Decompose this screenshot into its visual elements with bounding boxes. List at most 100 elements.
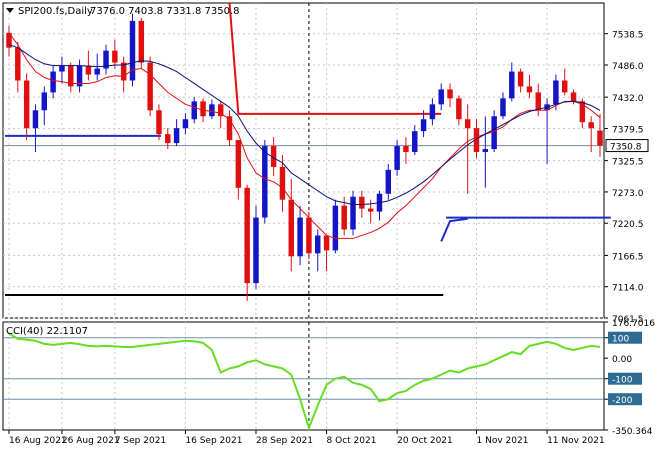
bearish-candle — [85, 65, 92, 75]
bearish-candle — [217, 104, 224, 117]
bearish-candle — [341, 205, 347, 230]
blue-trend-connector — [440, 217, 468, 242]
bearish-candle — [15, 47, 21, 81]
bullish-candle — [394, 146, 400, 170]
bearish-candle — [226, 116, 233, 141]
bearish-candle — [138, 20, 145, 63]
price-tick-label: 7273.0 — [612, 189, 644, 199]
cci-line — [8, 332, 601, 431]
bearish-candle — [23, 80, 30, 129]
bullish-candle — [182, 119, 189, 129]
grid-lines — [3, 3, 604, 430]
bearish-candle — [279, 166, 286, 200]
cci-tick-label: 0.00 — [612, 355, 632, 365]
overlay-lines — [3, 2, 611, 297]
bullish-candle — [191, 101, 197, 120]
bullish-candle — [332, 205, 339, 251]
bullish-candle — [297, 217, 303, 257]
time-tick-label: 8 Oct 2021 — [327, 436, 377, 446]
time-tick-label: 26 Aug 2021 — [62, 436, 120, 446]
cci-level-tag — [608, 393, 642, 406]
bullish-candle — [262, 146, 268, 218]
bullish-candle — [420, 119, 427, 132]
current-price-label: 7350.8 — [610, 143, 642, 153]
bearish-candle — [579, 101, 586, 123]
collapse-triangle-icon[interactable] — [6, 8, 14, 13]
time-tick-label: 1 Nov 2021 — [477, 436, 529, 446]
price-tick-label: 7114.0 — [612, 284, 644, 294]
bullish-candle — [350, 196, 356, 230]
bearish-candle — [147, 62, 153, 111]
bullish-candle — [76, 65, 83, 87]
indicator-label: CCI(40) 22.1107 — [6, 326, 88, 337]
bullish-candle — [491, 116, 497, 150]
chart-header: SPI200.fs,Daily 7376.0 7403.8 7331.8 735… — [6, 6, 240, 337]
bullish-candle — [94, 68, 100, 75]
axis-labels: 7538.5 7486.0 7432.0 7379.5 7325.5 7273.0 7220… — [8, 31, 655, 446]
bullish-candle — [59, 65, 65, 72]
slow-moving-average-line — [8, 44, 601, 205]
cci-level-tag — [608, 372, 642, 385]
fast-moving-average-line — [8, 32, 601, 239]
price-tick-label: 7166.5 — [612, 252, 644, 262]
bearish-candle — [561, 80, 568, 93]
time-tick-label: 7 Sep 2021 — [115, 436, 166, 446]
price-tick-label: 7486.0 — [612, 62, 644, 72]
ohlc-readout: 7376.0 7403.8 7331.8 7350.8 — [90, 6, 240, 17]
bearish-candle — [270, 146, 277, 167]
bearish-candle — [6, 32, 12, 48]
bullish-candle — [553, 80, 559, 105]
bearish-candle — [588, 122, 594, 129]
price-tick-label: 7538.5 — [612, 31, 644, 41]
bearish-candle — [535, 92, 541, 111]
bullish-candle — [41, 92, 48, 111]
bearish-candle — [165, 134, 171, 144]
price-tick-label: 7325.5 — [612, 158, 644, 168]
time-tick-label: 16 Sep 2021 — [185, 436, 242, 446]
bearish-candle — [403, 146, 409, 153]
bullish-candle — [50, 71, 56, 93]
bearish-candle — [570, 92, 577, 102]
price-tick-label: 7220.5 — [612, 220, 644, 230]
time-tick-label: 11 Nov 2021 — [547, 436, 605, 446]
price-tick-label: 7432.0 — [612, 94, 644, 104]
bearish-candle — [306, 217, 312, 254]
chart-title: SPI200.fs,Daily — [18, 6, 93, 17]
time-tick-label: 16 Aug 2021 — [9, 436, 67, 446]
cci-level-tag — [608, 331, 642, 344]
cci-tick-label: -350.364 — [612, 427, 653, 437]
cci-tick-label: 176.7016 — [612, 319, 655, 329]
bearish-candle — [288, 199, 295, 257]
cci-indicator — [3, 332, 604, 431]
cci-tick-label: -100 — [612, 376, 633, 386]
bearish-candle — [112, 50, 118, 63]
current-price-tag — [605, 139, 649, 153]
bullish-candle — [209, 104, 215, 117]
bullish-candle — [412, 131, 418, 153]
bullish-candle — [509, 71, 515, 99]
bullish-candle — [103, 50, 109, 69]
bearish-candle — [200, 101, 206, 117]
red-trend-connector — [228, 2, 442, 115]
cci-tick-label: -200 — [612, 396, 633, 406]
bullish-candle — [385, 169, 392, 194]
candlesticks — [6, 13, 603, 302]
bullish-candle — [429, 104, 436, 120]
bearish-candle — [464, 119, 471, 129]
price-tick-label: 7379.5 — [612, 125, 644, 135]
bullish-candle — [438, 89, 444, 105]
cci-panel-frame — [2, 321, 605, 431]
bullish-candle — [482, 149, 489, 153]
bullish-candle — [173, 128, 180, 144]
bullish-candle — [314, 235, 321, 254]
bearish-candle — [367, 208, 374, 212]
bearish-candle — [526, 86, 533, 93]
time-tick-label: 28 Sep 2021 — [256, 436, 313, 446]
bearish-candle — [120, 62, 127, 81]
time-tick-label: 20 Oct 2021 — [397, 436, 453, 446]
bearish-candle — [597, 130, 603, 146]
chart-frames — [2, 2, 605, 431]
bullish-candle — [32, 110, 39, 129]
